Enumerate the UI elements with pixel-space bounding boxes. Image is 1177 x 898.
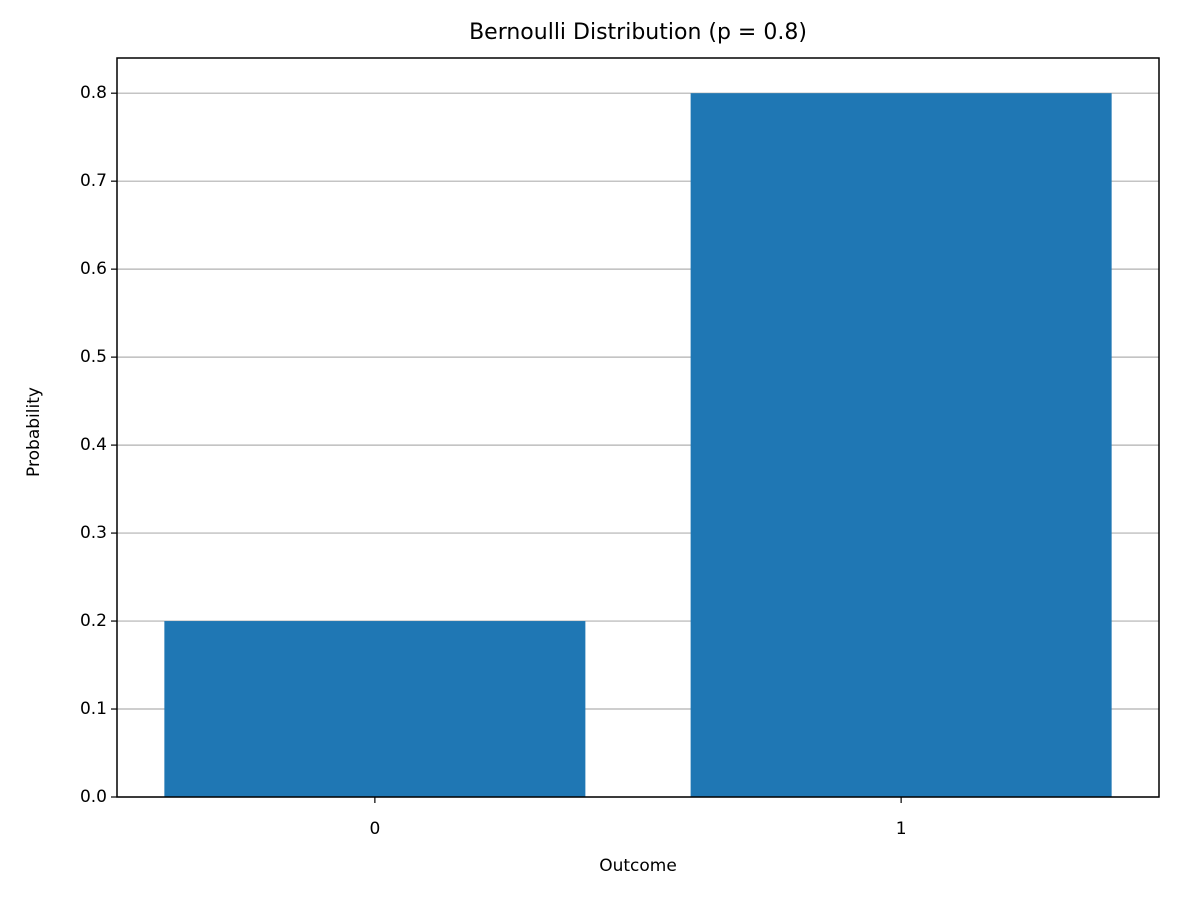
y-tick-label: 0.3 bbox=[80, 523, 107, 543]
bar bbox=[164, 621, 586, 797]
y-tick-label: 0.1 bbox=[80, 699, 107, 719]
x-tick-label: 0 bbox=[369, 819, 380, 839]
y-tick-label: 0.7 bbox=[80, 171, 107, 191]
y-tick-label: 0.0 bbox=[80, 787, 107, 807]
chart-title: Bernoulli Distribution (p = 0.8) bbox=[469, 20, 807, 45]
bar bbox=[690, 93, 1112, 797]
y-tick-label: 0.2 bbox=[80, 611, 107, 631]
y-tick-label: 0.8 bbox=[80, 83, 107, 103]
y-tick-label: 0.5 bbox=[80, 347, 107, 367]
y-axis-label: Probability bbox=[24, 387, 44, 477]
x-tick-label: 1 bbox=[896, 819, 907, 839]
y-tick-label: 0.6 bbox=[80, 259, 107, 279]
y-tick-label: 0.4 bbox=[80, 435, 107, 455]
plot-frame bbox=[116, 57, 1160, 798]
x-axis-label: Outcome bbox=[599, 856, 677, 876]
